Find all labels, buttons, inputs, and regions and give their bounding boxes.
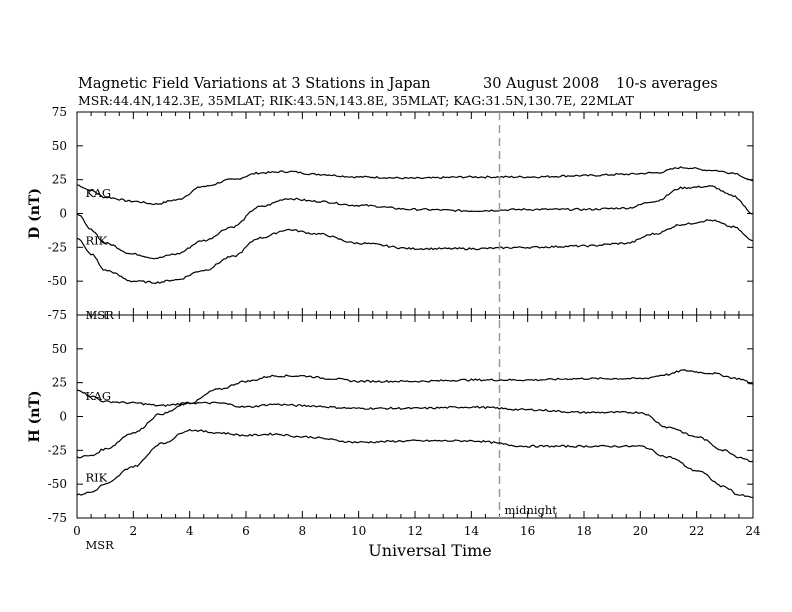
- y-tick-label: 75: [52, 105, 67, 119]
- y-tick-label: -75: [48, 511, 67, 525]
- x-tick-label: 2: [130, 524, 138, 538]
- midnight-annotation: midnight: [505, 503, 558, 517]
- y-axis-title: H (nT): [27, 391, 43, 443]
- y-tick-label: -50: [48, 477, 67, 491]
- x-tick-label: 6: [242, 524, 250, 538]
- station-coordinates: MSR:44.4N,142.3E, 35MLAT; RIK:43.5N,143.…: [78, 93, 635, 108]
- x-tick-label: 18: [576, 524, 591, 538]
- x-tick-label: 16: [520, 524, 535, 538]
- y-tick-label: 50: [52, 139, 67, 153]
- y-tick-label: -25: [48, 240, 67, 254]
- series-line-msr: [76, 219, 754, 285]
- series-label-kag: KAG: [85, 186, 111, 200]
- x-tick-label: 10: [351, 524, 366, 538]
- x-tick-label: 8: [299, 524, 307, 538]
- x-tick-label: 14: [464, 524, 480, 538]
- y-tick-label: 0: [59, 410, 67, 424]
- chart-date: 30 August 2008: [483, 76, 599, 92]
- x-tick-label: 24: [745, 524, 761, 538]
- x-tick-label: 12: [407, 524, 422, 538]
- x-axis-title: Universal Time: [368, 541, 491, 560]
- y-axis-title: D (nT): [27, 188, 43, 239]
- y-tick-label: -75: [48, 308, 67, 322]
- series-line-rik: [76, 185, 754, 260]
- series-line-kag: [76, 166, 754, 206]
- chart-averaging: 10-s averages: [616, 76, 718, 92]
- series-label-rik: RIK: [85, 470, 107, 484]
- y-tick-label: -25: [48, 443, 67, 457]
- y-tick-label: 50: [52, 342, 67, 356]
- y-tick-label: 0: [59, 207, 67, 221]
- y-tick-label: 25: [52, 173, 67, 187]
- x-tick-label: 4: [186, 524, 194, 538]
- series-line-msr: [76, 428, 754, 499]
- series-label-msr: MSR: [85, 538, 114, 552]
- panel-frame: [76, 111, 754, 316]
- series-label-rik: RIK: [85, 234, 107, 248]
- series-line-rik: [76, 401, 754, 463]
- y-tick-label: 25: [52, 376, 67, 390]
- x-tick-label: 20: [633, 524, 648, 538]
- series-line-kag: [76, 369, 754, 408]
- series-label-kag: KAG: [85, 389, 111, 403]
- x-tick-label: 0: [73, 524, 81, 538]
- x-tick-label: 22: [689, 524, 704, 538]
- chart-title: Magnetic Field Variations at 3 Stations …: [78, 76, 431, 92]
- y-tick-label: -50: [48, 274, 67, 288]
